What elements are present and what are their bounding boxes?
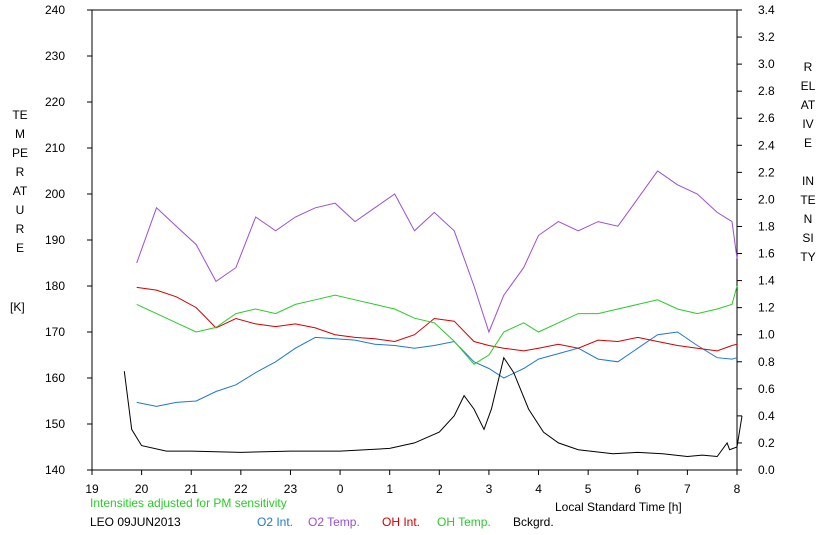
x-tick-label: 23 bbox=[284, 482, 298, 496]
y-right-tick-label: 2.6 bbox=[758, 111, 775, 125]
y-left-tick-label: 220 bbox=[45, 95, 65, 109]
y-right-tick-label: 1.8 bbox=[758, 219, 775, 233]
x-tick-label: 19 bbox=[85, 482, 99, 496]
series-line-o2-temp bbox=[136, 170, 738, 334]
series-line-oh-temp bbox=[136, 285, 738, 365]
y-left-tick-label: 200 bbox=[45, 187, 65, 201]
series-line-bckgrd bbox=[123, 356, 743, 458]
y-right-tick-label: 0.6 bbox=[758, 382, 775, 396]
y-axis-right-label: RELATIVE INTENSITY bbox=[800, 58, 816, 267]
x-tick-label: 2 bbox=[436, 482, 443, 496]
y-right-tick-label: 0.4 bbox=[758, 409, 775, 423]
y-axis-right-label-word: INTENSITY bbox=[800, 174, 816, 264]
y-right-tick-label: 2.4 bbox=[758, 138, 775, 152]
y-right-tick-label: 3.0 bbox=[758, 57, 775, 71]
y-right-tick-label: 1.2 bbox=[758, 301, 775, 315]
y-left-tick-label: 240 bbox=[45, 3, 65, 17]
y-left-tick-label: 140 bbox=[45, 463, 65, 477]
y-left-tick-label: 210 bbox=[45, 141, 65, 155]
y-right-tick-label: 1.6 bbox=[758, 247, 775, 261]
legend-bckgrd: Bckgrd. bbox=[513, 515, 554, 529]
x-tick-label: 1 bbox=[386, 482, 393, 496]
y-right-tick-label: 1.0 bbox=[758, 328, 775, 342]
y-right-tick-label: 0.0 bbox=[758, 463, 775, 477]
x-tick-label: 0 bbox=[337, 482, 344, 496]
x-tick-label: 8 bbox=[734, 482, 741, 496]
x-tick-label: 4 bbox=[535, 482, 542, 496]
x-tick-label: 21 bbox=[185, 482, 199, 496]
y-axis-left-label: TEMPERATURE bbox=[12, 108, 29, 255]
x-tick-label: 7 bbox=[684, 482, 691, 496]
y-left-tick-label: 160 bbox=[45, 371, 65, 385]
y-left-tick-label: 170 bbox=[45, 325, 65, 339]
x-tick-label: 6 bbox=[634, 482, 641, 496]
legend-o2-int: O2 Int. bbox=[257, 515, 294, 529]
x-tick-label: 5 bbox=[585, 482, 592, 496]
legend-oh-temp: OH Temp. bbox=[437, 515, 491, 529]
y-right-tick-label: 3.2 bbox=[758, 30, 775, 44]
x-tick-label: 20 bbox=[135, 482, 149, 496]
y-left-tick-label: 180 bbox=[45, 279, 65, 293]
x-axis-label: Local Standard Time [h] bbox=[555, 500, 682, 514]
y-right-tick-label: 0.8 bbox=[758, 355, 775, 369]
y-right-tick-label: 1.4 bbox=[758, 274, 775, 288]
y-left-tick-label: 190 bbox=[45, 233, 65, 247]
y-right-tick-label: 2.8 bbox=[758, 84, 775, 98]
series-line-oh-int bbox=[136, 286, 738, 352]
y-left-tick-label: 230 bbox=[45, 49, 65, 63]
y-left-tick-label: 150 bbox=[45, 417, 65, 431]
y-right-tick-label: 2.0 bbox=[758, 192, 775, 206]
legend-o2-temp: O2 Temp. bbox=[308, 515, 360, 529]
x-tick-label: 22 bbox=[234, 482, 248, 496]
y-right-tick-label: 2.2 bbox=[758, 165, 775, 179]
series-line-o2-int bbox=[136, 331, 738, 407]
legend-oh-int: OH Int. bbox=[382, 515, 421, 529]
chart-annotation: Intensities adjusted for PM sensitivity bbox=[90, 496, 287, 510]
y-axis-right-label-word: RELATIVE bbox=[800, 60, 816, 150]
y-axis-left-unit: [K] bbox=[10, 300, 25, 314]
y-right-tick-label: 3.4 bbox=[758, 3, 775, 17]
plot-frame bbox=[91, 9, 738, 471]
x-tick-label: 3 bbox=[486, 482, 493, 496]
y-right-tick-label: 0.2 bbox=[758, 436, 775, 450]
station-date-label: LEO 09JUN2013 bbox=[90, 515, 181, 529]
